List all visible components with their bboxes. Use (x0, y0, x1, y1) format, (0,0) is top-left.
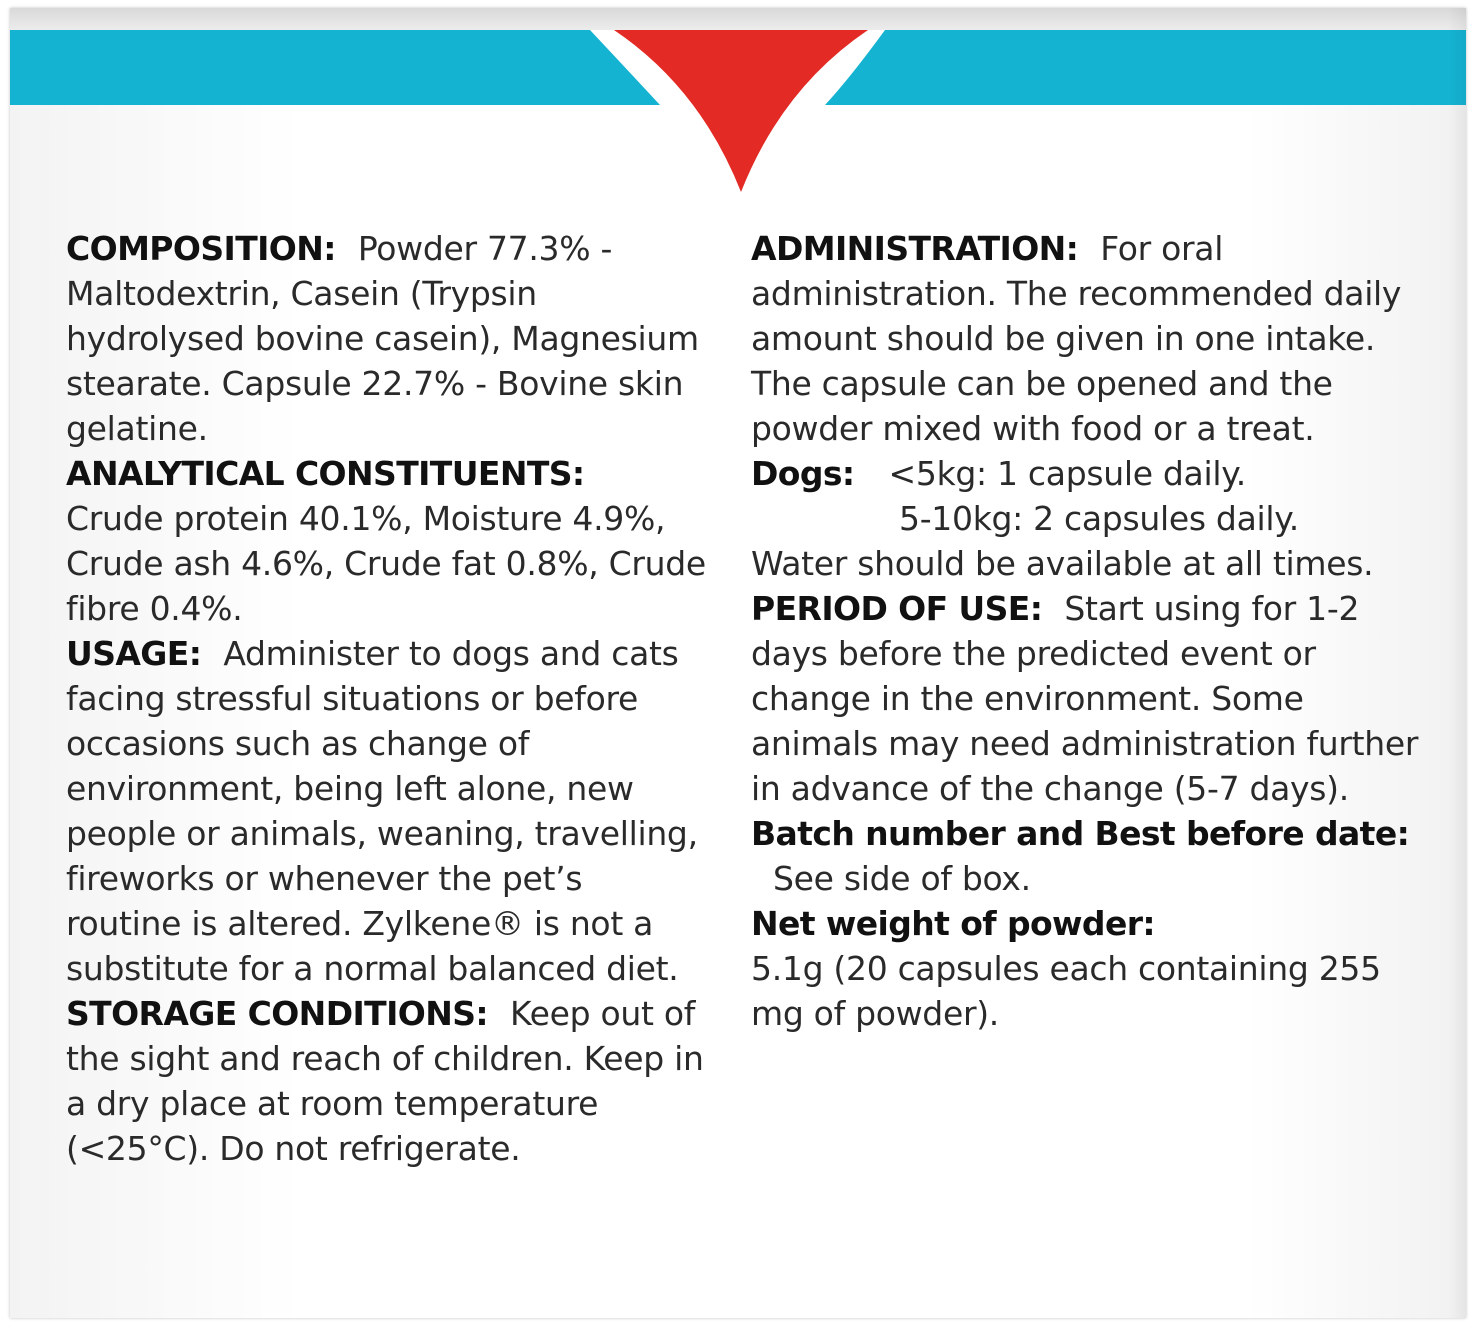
red-chevron (614, 30, 868, 192)
storage-text: Keep out of the sight and reach of child… (66, 994, 704, 1168)
net-weight-heading: Net weight of powder: (751, 904, 1156, 943)
analytical-heading: ANALYTICAL CONSTITUENTS: (66, 454, 585, 493)
batch-heading: Batch number and Best before date: (751, 814, 1410, 853)
dogs-heading: Dogs: (751, 454, 855, 493)
administration-section: ADMINISTRATION: For oral administration. … (751, 226, 1421, 451)
administration-heading: ADMINISTRATION: (751, 229, 1079, 268)
composition-heading: COMPOSITION: (66, 229, 336, 268)
dogs-section: Dogs: <5kg: 1 capsule daily. 5-10kg: 2 ca… (751, 451, 1421, 586)
analytical-section: ANALYTICAL CONSTITUENTS: Crude protein 4… (66, 451, 706, 631)
batch-section: Batch number and Best before date: See si… (751, 811, 1421, 901)
net-weight-section: Net weight of powder: 5.1g (20 capsules … (751, 901, 1421, 1036)
dogs-line-1: <5kg: 1 capsule daily. (888, 454, 1247, 493)
box-top-flap (10, 8, 1466, 30)
usage-section: USAGE: Administer to dogs and cats facing… (66, 631, 706, 991)
composition-section: COMPOSITION: Powder 77.3% - Maltodextrin,… (66, 226, 706, 451)
water-text: Water should be available at all times. (751, 544, 1374, 583)
analytical-text: Crude protein 40.1%, Moisture 4.9%, Crud… (66, 499, 706, 628)
usage-heading: USAGE: (66, 634, 202, 673)
period-section: PERIOD OF USE: Start using for 1-2 days b… (751, 586, 1421, 811)
net-weight-text: 5.1g (20 capsules each containing 255 mg… (751, 949, 1381, 1033)
period-text: Start using for 1-2 days before the pred… (751, 589, 1419, 808)
dogs-line-2: 5-10kg: 2 capsules daily. (899, 499, 1299, 538)
usage-text: Administer to dogs and cats facing stres… (66, 634, 698, 988)
right-column: ADMINISTRATION: For oral administration. … (751, 226, 1421, 1036)
administration-text: For oral administration. The recommended… (751, 229, 1402, 448)
batch-text: See side of box. (773, 859, 1031, 898)
header-graphic (10, 30, 1466, 192)
storage-section: STORAGE CONDITIONS: Keep out of the sight… (66, 991, 706, 1171)
storage-heading: STORAGE CONDITIONS: (66, 994, 489, 1033)
period-heading: PERIOD OF USE: (751, 589, 1043, 628)
left-column: COMPOSITION: Powder 77.3% - Maltodextrin,… (66, 226, 706, 1171)
product-box-back-panel (10, 8, 1466, 1318)
box-right-shading (1448, 8, 1466, 1318)
composition-text: Powder 77.3% - Maltodextrin, Casein (Try… (66, 229, 699, 448)
